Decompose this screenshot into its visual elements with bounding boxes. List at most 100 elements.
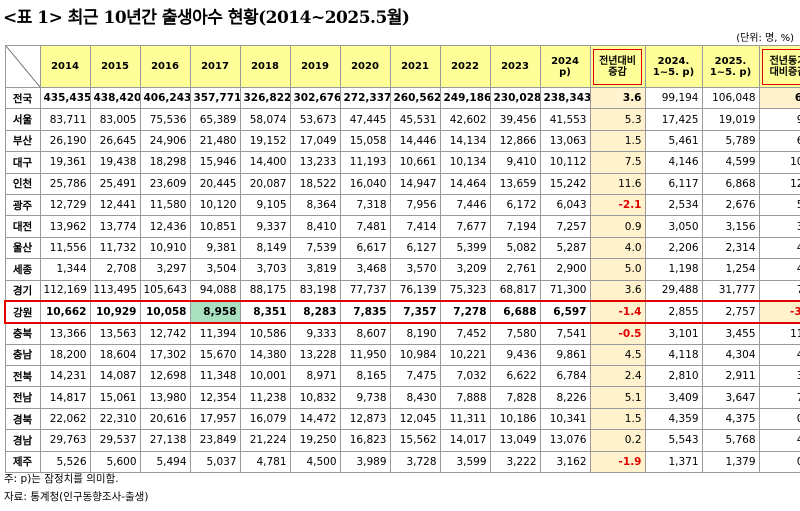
birth-count-cell: 7,956 bbox=[389, 193, 441, 217]
birth-count-cell: 13,774 bbox=[89, 215, 141, 238]
ytd-2024-cell: 3,101 bbox=[644, 322, 703, 345]
birth-count-cell: 6,617 bbox=[339, 236, 391, 260]
region-label: 부산 bbox=[4, 129, 41, 153]
birth-count-cell: 14,472 bbox=[289, 407, 341, 431]
birth-count-cell: 8,283 bbox=[289, 300, 341, 324]
birth-count-cell: 47,445 bbox=[339, 108, 391, 131]
table-row: 인천 25,786 25,491 23,609 20,445 20,087 18,522 16… bbox=[4, 172, 800, 195]
birth-count-cell: 13,962 bbox=[39, 215, 91, 238]
birth-count-cell: 16,040 bbox=[339, 172, 391, 195]
birth-count-cell: 11,193 bbox=[339, 151, 391, 174]
birth-count-cell: 5,037 bbox=[189, 450, 241, 474]
birth-count-cell: 23,849 bbox=[189, 429, 241, 452]
ytd-2024-cell: 4,118 bbox=[644, 343, 703, 367]
birth-count-cell: 5,494 bbox=[139, 450, 191, 474]
birth-count-cell: 6,172 bbox=[489, 193, 541, 217]
birth-count-cell: 435,435 bbox=[39, 86, 91, 110]
birth-count-cell: 75,536 bbox=[139, 108, 191, 131]
ytd-change-cell: 0.6 bbox=[758, 450, 800, 474]
birth-count-cell: 3,209 bbox=[439, 258, 491, 281]
birth-count-cell: 105,643 bbox=[139, 279, 191, 302]
birth-count-cell: 7,446 bbox=[439, 193, 491, 217]
birth-count-cell: 3,819 bbox=[289, 258, 341, 281]
birth-count-cell: 12,436 bbox=[139, 215, 191, 238]
birth-count-cell: 11,238 bbox=[239, 386, 291, 409]
region-label: 전북 bbox=[4, 365, 41, 388]
birth-count-cell: 5,526 bbox=[39, 450, 91, 474]
birth-count-cell: 438,420 bbox=[89, 86, 141, 110]
ytd-change-cell: 6.0 bbox=[758, 129, 800, 153]
ytd-change-cell: 11.4 bbox=[758, 322, 800, 345]
birth-count-cell: 14,017 bbox=[439, 429, 491, 452]
birth-count-cell: 88,175 bbox=[239, 279, 291, 302]
birth-count-cell: 12,742 bbox=[139, 322, 191, 345]
birth-count-cell: 9,105 bbox=[239, 193, 291, 217]
birth-count-cell: 3,162 bbox=[539, 450, 591, 474]
birth-count-cell: 77,737 bbox=[339, 279, 391, 302]
table-row: 경북 22,062 22,310 20,616 17,957 16,079 14,472 12… bbox=[4, 407, 800, 431]
birth-count-cell: 27,138 bbox=[139, 429, 191, 452]
ytd-change-cell: -3.4 bbox=[758, 300, 800, 324]
birth-count-cell: 13,563 bbox=[89, 322, 141, 345]
table-title: <표 1> 최근 10년간 출생아수 현황(2014~2025.5월) bbox=[3, 8, 410, 28]
birth-count-cell: 71,300 bbox=[539, 279, 591, 302]
birth-count-cell: 22,062 bbox=[39, 407, 91, 431]
table-row: 전북 14,231 14,087 12,698 11,348 10,001 8,971 8,1… bbox=[4, 365, 800, 388]
ytd-change-cell: 4.7 bbox=[758, 258, 800, 281]
birth-count-cell: 14,087 bbox=[89, 365, 141, 388]
birth-count-cell: 13,233 bbox=[289, 151, 341, 174]
ytd-change-cell: 3.5 bbox=[758, 215, 800, 238]
ytd-2024-cell: 17,425 bbox=[644, 108, 703, 131]
table-row: 강원 10,662 10,929 10,058 8,958 8,351 8,283 7,835… bbox=[4, 300, 800, 324]
ytd-2025-cell: 2,676 bbox=[701, 193, 760, 217]
birth-count-cell: 7,539 bbox=[289, 236, 341, 260]
birth-count-cell: 13,049 bbox=[489, 429, 541, 452]
table-row: 경기 112,169 113,495 105,643 94,088 88,175 83,19… bbox=[4, 279, 800, 302]
birth-count-cell: 8,364 bbox=[289, 193, 341, 217]
birth-count-cell: 9,436 bbox=[489, 343, 541, 367]
birth-count-cell: 11,394 bbox=[189, 322, 241, 345]
birth-count-cell: 10,221 bbox=[439, 343, 491, 367]
birth-count-cell: 53,673 bbox=[289, 108, 341, 131]
birth-count-cell: 13,063 bbox=[539, 129, 591, 153]
birth-count-cell: 15,242 bbox=[539, 172, 591, 195]
birth-count-cell: 75,323 bbox=[439, 279, 491, 302]
birth-count-cell: 3,297 bbox=[139, 258, 191, 281]
header-2023: 2023 bbox=[489, 45, 541, 88]
birth-count-cell: 10,112 bbox=[539, 151, 591, 174]
birth-count-cell: 3,599 bbox=[439, 450, 491, 474]
birth-count-cell: 249,186 bbox=[439, 86, 491, 110]
birth-count-cell: 7,194 bbox=[489, 215, 541, 238]
yoy-change-cell: 0.2 bbox=[589, 429, 646, 452]
ytd-2024-cell: 4,359 bbox=[644, 407, 703, 431]
birth-count-cell: 10,001 bbox=[239, 365, 291, 388]
ytd-2024-cell: 1,371 bbox=[644, 450, 703, 474]
ytd-2025-cell: 4,599 bbox=[701, 151, 760, 174]
ytd-2024-cell: 2,534 bbox=[644, 193, 703, 217]
birth-count-cell: 20,445 bbox=[189, 172, 241, 195]
birth-count-cell: 18,298 bbox=[139, 151, 191, 174]
header-2022: 2022 bbox=[439, 45, 491, 88]
birth-count-cell: 7,835 bbox=[339, 300, 391, 324]
birth-count-cell: 11,732 bbox=[89, 236, 141, 260]
birth-count-cell: 4,500 bbox=[289, 450, 341, 474]
ytd-2024-cell: 5,461 bbox=[644, 129, 703, 153]
region-label: 서울 bbox=[4, 108, 41, 131]
birth-count-cell: 41,553 bbox=[539, 108, 591, 131]
birth-count-cell: 406,243 bbox=[139, 86, 191, 110]
birth-count-cell: 17,302 bbox=[139, 343, 191, 367]
yoy-change-cell: -2.1 bbox=[589, 193, 646, 217]
region-label: 제주 bbox=[4, 450, 41, 474]
ytd-2025-cell: 3,455 bbox=[701, 322, 760, 345]
birth-count-cell: 17,049 bbox=[289, 129, 341, 153]
birth-count-cell: 7,580 bbox=[489, 322, 541, 345]
birth-count-cell: 11,556 bbox=[39, 236, 91, 260]
region-label: 세종 bbox=[4, 258, 41, 281]
region-label: 대전 bbox=[4, 215, 41, 238]
birth-count-cell: 260,562 bbox=[389, 86, 441, 110]
birth-count-cell: 23,609 bbox=[139, 172, 191, 195]
birth-count-cell: 13,228 bbox=[289, 343, 341, 367]
birth-count-cell: 2,900 bbox=[539, 258, 591, 281]
birth-count-cell: 7,888 bbox=[439, 386, 491, 409]
birth-count-cell: 14,134 bbox=[439, 129, 491, 153]
